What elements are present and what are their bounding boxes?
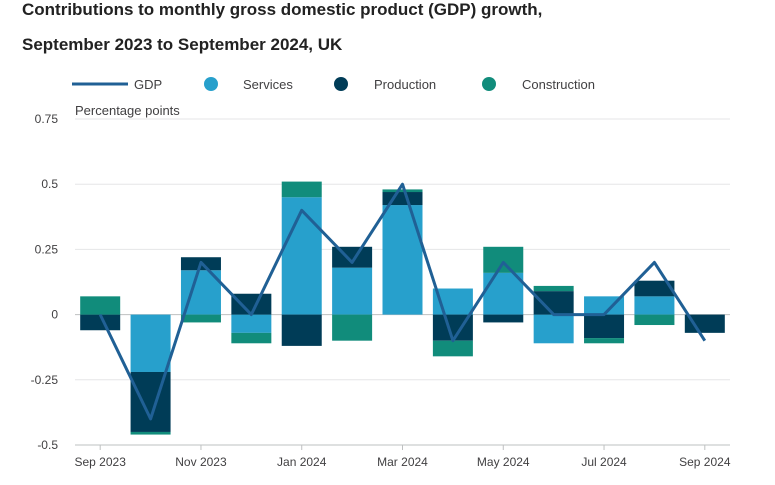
bar-construction-11 [634, 314, 675, 326]
bar-production-11 [634, 280, 675, 297]
x-tick-label: Jul 2024 [581, 455, 627, 469]
bar-construction-0 [80, 296, 121, 315]
legend-swatch-construction [482, 77, 496, 91]
bar-construction-5 [332, 314, 373, 341]
bar-production-0 [80, 314, 121, 331]
bar-services-4 [281, 197, 322, 315]
y-tick-label: 0.25 [35, 242, 59, 256]
y-tick-label: 0.5 [41, 177, 58, 191]
bar-construction-8 [483, 246, 524, 273]
bar-production-3 [231, 293, 272, 315]
bar-production-8 [483, 314, 524, 323]
bar-construction-2 [180, 314, 221, 323]
bar-services-9 [533, 314, 574, 344]
line-layer [98, 182, 707, 421]
bar-production-1 [130, 371, 171, 432]
bar-construction-10 [584, 338, 625, 344]
chart-title: Contributions to monthly gross domestic … [22, 0, 543, 19]
x-tick-label: Jan 2024 [277, 455, 327, 469]
grid-layer: -0.5 -0.25 0 0.25 0.5 0.75 Percentage points [31, 103, 730, 452]
y-tick-label: 0.75 [35, 112, 59, 126]
bar-services-3 [231, 314, 272, 333]
bar-production-6 [382, 192, 423, 206]
axis-layer: Sep 2023 Nov 2023 Jan 2024 Mar 2024 May 2024… [74, 444, 731, 469]
bar-services-8 [483, 272, 524, 315]
y-tick-label: 0 [51, 308, 58, 322]
bar-construction-7 [432, 340, 473, 357]
bar-production-12 [684, 314, 725, 333]
gdp-line [98, 182, 707, 421]
y-axis-label: Percentage points [75, 103, 180, 118]
bar-services-5 [332, 267, 373, 315]
chart-subtitle: September 2023 to September 2024, UK [22, 35, 343, 54]
y-tick-label: -0.25 [31, 373, 59, 387]
bars-layer [80, 181, 725, 435]
legend-label-services: Services [243, 77, 293, 92]
legend: GDP Services Production Construction [72, 77, 595, 92]
x-tick-label: Sep 2024 [679, 455, 731, 469]
bar-services-6 [382, 205, 423, 315]
x-tick-label: Nov 2023 [175, 455, 227, 469]
x-tick-label: Mar 2024 [377, 455, 428, 469]
bar-construction-3 [231, 332, 272, 344]
bar-production-9 [533, 291, 574, 315]
bar-production-10 [584, 314, 625, 339]
x-tick-label: Sep 2023 [74, 455, 126, 469]
bar-construction-4 [281, 181, 322, 198]
x-tick-label: May 2024 [477, 455, 530, 469]
y-tick-label: -0.5 [37, 438, 58, 452]
bar-construction-1 [130, 431, 171, 435]
legend-label-production: Production [374, 77, 436, 92]
bar-services-10 [584, 296, 625, 315]
legend-label-gdp: GDP [134, 77, 162, 92]
bar-construction-9 [533, 285, 574, 292]
bar-construction-6 [382, 189, 423, 193]
legend-swatch-production [334, 77, 348, 91]
bar-production-4 [281, 314, 322, 346]
legend-swatch-services [204, 77, 218, 91]
bar-services-11 [634, 296, 675, 315]
legend-label-construction: Construction [522, 77, 595, 92]
bar-services-1 [130, 314, 171, 372]
